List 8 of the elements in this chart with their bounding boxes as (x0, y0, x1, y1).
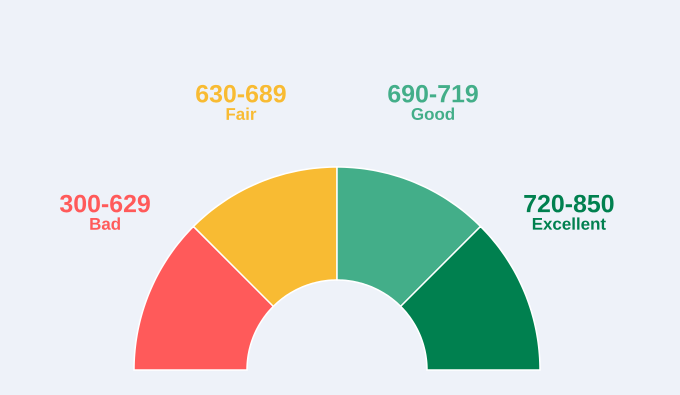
slice-label: Good (412, 108, 454, 120)
slice-label: Fair (226, 108, 256, 120)
data-label: 720-850 (524, 194, 614, 212)
slice-label: Bad (90, 217, 120, 230)
data-label: 300-629 (60, 194, 150, 212)
data-label: 690-719 (388, 84, 478, 103)
data-label: 630-689 (196, 84, 286, 103)
slice-label: Excellent (532, 217, 606, 230)
